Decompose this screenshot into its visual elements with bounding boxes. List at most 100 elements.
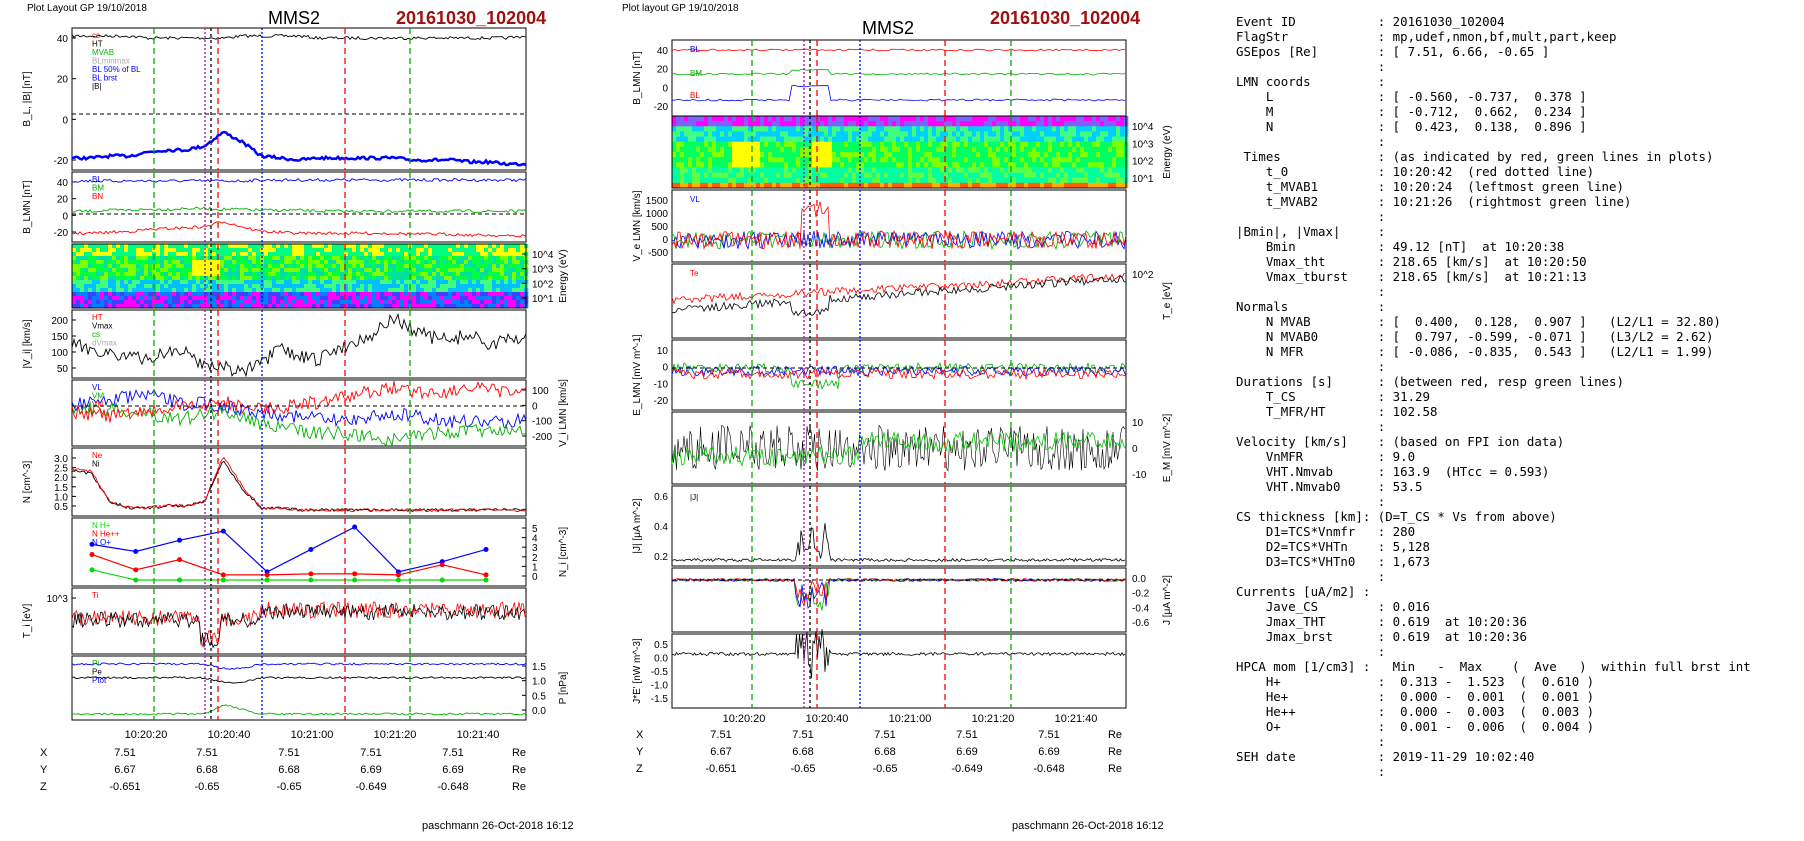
- spectrogram-cell: [684, 157, 689, 163]
- spectrogram-cell: [952, 152, 957, 158]
- spectrogram-cell: [700, 177, 705, 184]
- spectrogram-cell: [272, 268, 277, 273]
- tick-label: 50: [57, 364, 69, 375]
- position-cell: Re: [1107, 762, 1123, 775]
- left-footer: paschmann 26-Oct-2018 16:12: [422, 820, 574, 832]
- spectrogram-cell: [1000, 141, 1005, 148]
- spectrogram-cell: [1016, 131, 1021, 137]
- tick-label: -1.0: [651, 681, 669, 692]
- spectrogram-cell: [812, 141, 817, 148]
- spectrogram-cell: [488, 264, 493, 269]
- spectrogram-cell: [300, 292, 305, 297]
- spectrogram-cell: [180, 248, 185, 253]
- spectrogram-cell: [816, 182, 821, 189]
- info-line: CS thickness [km]: (D=T_CS * Vs from abo…: [1236, 509, 1557, 524]
- spectrogram-cell: [808, 182, 813, 189]
- spectrogram-cell: [832, 182, 837, 189]
- spectrogram-cell: [356, 256, 361, 261]
- spectrogram-cell: [396, 300, 401, 305]
- spectrogram-cell: [716, 126, 721, 132]
- spectrogram-cell: [992, 152, 997, 158]
- spectrogram-cell: [1120, 116, 1125, 122]
- spectrogram-cell: [284, 296, 289, 301]
- spectrogram-cell: [720, 146, 725, 153]
- spectrogram-cell: [352, 264, 357, 269]
- spectrogram-cell: [428, 256, 433, 261]
- spectrogram-cell: [356, 252, 361, 257]
- axis-title: B_LMN [nT]: [632, 51, 643, 105]
- spectrogram-cell: [728, 157, 733, 163]
- spectrogram-cell: [952, 136, 957, 143]
- spectrogram-cell: [148, 252, 153, 257]
- spectrogram-cell: [896, 157, 901, 163]
- spectrogram-cell: [728, 152, 733, 158]
- spectrogram-cell: [756, 162, 761, 168]
- spectrogram-cell: [168, 260, 173, 265]
- spectrogram-cell: [324, 268, 329, 273]
- spectrogram-cell: [460, 244, 465, 249]
- spectrogram-cell: [112, 304, 117, 309]
- spectrogram-cell: [348, 288, 353, 293]
- spectrogram-cell: [212, 284, 217, 289]
- spectrogram-cell: [908, 157, 913, 163]
- spectrogram-cell: [324, 252, 329, 257]
- spectrogram-cell: [484, 288, 489, 293]
- spectrogram-cell: [240, 272, 245, 277]
- spectrogram-cell: [460, 268, 465, 273]
- spectrogram-cell: [1040, 141, 1045, 148]
- spectrogram-cell: [420, 304, 425, 309]
- spectrogram-cell: [252, 280, 257, 285]
- spectrogram-cell: [400, 244, 405, 249]
- spectrogram-cell: [440, 272, 445, 277]
- spectrogram-cell: [340, 256, 345, 261]
- spectrogram-cell: [420, 244, 425, 249]
- spectrogram-cell: [312, 304, 317, 309]
- spectrogram-cell: [732, 152, 737, 158]
- series-line: [671, 367, 1127, 381]
- spectrogram-cell: [196, 260, 201, 265]
- spectrogram-cell: [988, 177, 993, 184]
- spectrogram-cell: [228, 292, 233, 297]
- spectrogram-cell: [484, 244, 489, 249]
- spectrogram-cell: [908, 136, 913, 143]
- spectrogram-cell: [160, 288, 165, 293]
- spectrogram-cell: [1084, 162, 1089, 168]
- spectrogram-cell: [92, 268, 97, 273]
- spectrogram-cell: [676, 131, 681, 137]
- spectrogram-cell: [776, 177, 781, 184]
- spectrogram-cell: [496, 276, 501, 281]
- spectrogram-cell: [380, 296, 385, 301]
- spectrogram-cell: [1104, 121, 1109, 127]
- left-layout-label: Plot Layout GP 19/10/2018: [27, 3, 147, 14]
- spectrogram-cell: [444, 252, 449, 257]
- spectrogram-cell: [264, 244, 269, 249]
- spectrogram-cell: [248, 296, 253, 301]
- spectrogram-cell: [848, 152, 853, 158]
- info-line: GSEpos [Re] : [ 7.51, 6.66, -0.65 ]: [1236, 44, 1550, 59]
- spectrogram-cell: [1012, 116, 1017, 122]
- spectrogram-cell: [1056, 182, 1061, 189]
- spectrogram-cell: [120, 244, 125, 249]
- spectrogram-cell: [364, 272, 369, 277]
- spectrogram-cell: [144, 292, 149, 297]
- tick-label: 0.5: [54, 502, 68, 513]
- spectrogram-cell: [764, 152, 769, 158]
- spectrogram-cell: [1004, 116, 1009, 122]
- spectrogram-cell: [916, 121, 921, 127]
- spectrogram-cell: [484, 260, 489, 265]
- tick-label: 0.0: [1132, 574, 1146, 585]
- spectrogram-cell: [908, 121, 913, 127]
- spectrogram-cell: [208, 284, 213, 289]
- spectrogram-cell: [484, 296, 489, 301]
- spectrogram-cell: [748, 121, 753, 127]
- spectrogram-cell: [376, 252, 381, 257]
- spectrogram-cell: [92, 300, 97, 305]
- spectrogram-cell: [1100, 131, 1105, 137]
- spectrogram-cell: [136, 288, 141, 293]
- spectrogram-cell: [184, 284, 189, 289]
- spectrogram-cell: [900, 131, 905, 137]
- spectrogram-cell: [212, 288, 217, 293]
- tick-label: -10: [654, 379, 669, 390]
- spectrogram-cell: [1012, 141, 1017, 148]
- spectrogram-cell: [272, 288, 277, 293]
